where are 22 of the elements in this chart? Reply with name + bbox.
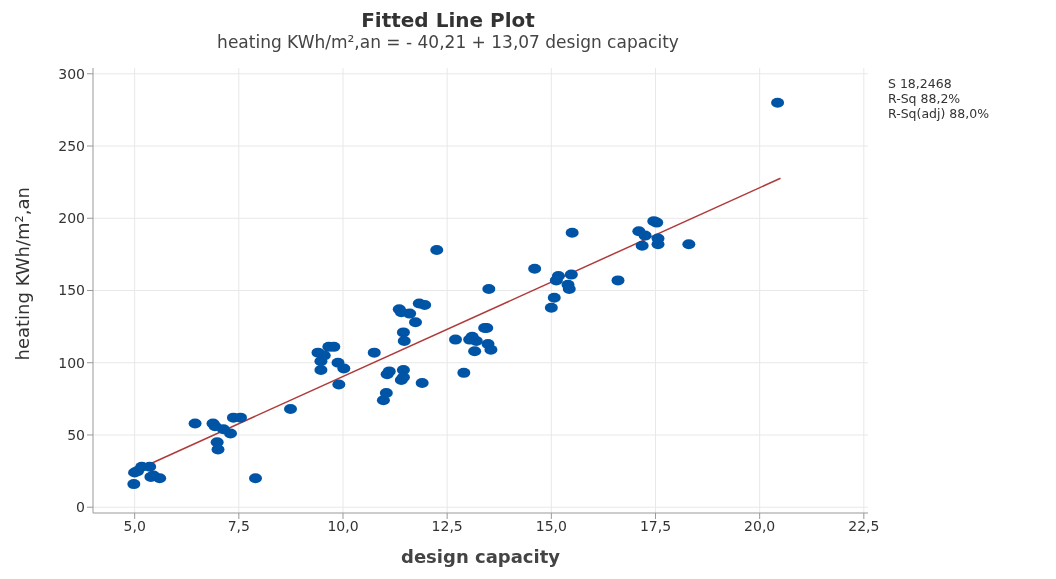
chart-subtitle: heating KWh/m²,an = - 40,21 + 13,07 design capacity [216, 32, 680, 52]
y-tick-label: 100 [58, 354, 85, 371]
y-axis-title: heating KWh/m²,an [12, 187, 34, 361]
x-tick-label: 5,0 [123, 517, 146, 534]
x-tick-label: 15,0 [535, 517, 567, 534]
text: R-Sq 88,2% [888, 91, 962, 106]
y-tick-label: 300 [58, 65, 85, 82]
chart-title: Fitted Line Plot [360, 8, 536, 32]
y-tick-label: 250 [58, 137, 85, 154]
y-tick-label: 50 [67, 426, 85, 443]
y-tick-label: 200 [58, 210, 85, 227]
text: R-Sq(adj) 88,0% [888, 106, 991, 121]
x-tick-label: 20,0 [744, 517, 776, 534]
text: S 18,2468 [888, 76, 953, 91]
y-tick-label: 150 [58, 282, 85, 299]
x-tick-label: 17,5 [639, 517, 672, 534]
x-tick-label: 22,5 [848, 517, 880, 534]
y-tick-label: 0 [76, 499, 85, 516]
x-tick-label: 10,0 [327, 517, 359, 534]
x-tick-label: 7,5 [227, 517, 250, 534]
x-tick-label: 12,5 [431, 517, 463, 534]
x-axis-title: design capacity [401, 546, 561, 567]
